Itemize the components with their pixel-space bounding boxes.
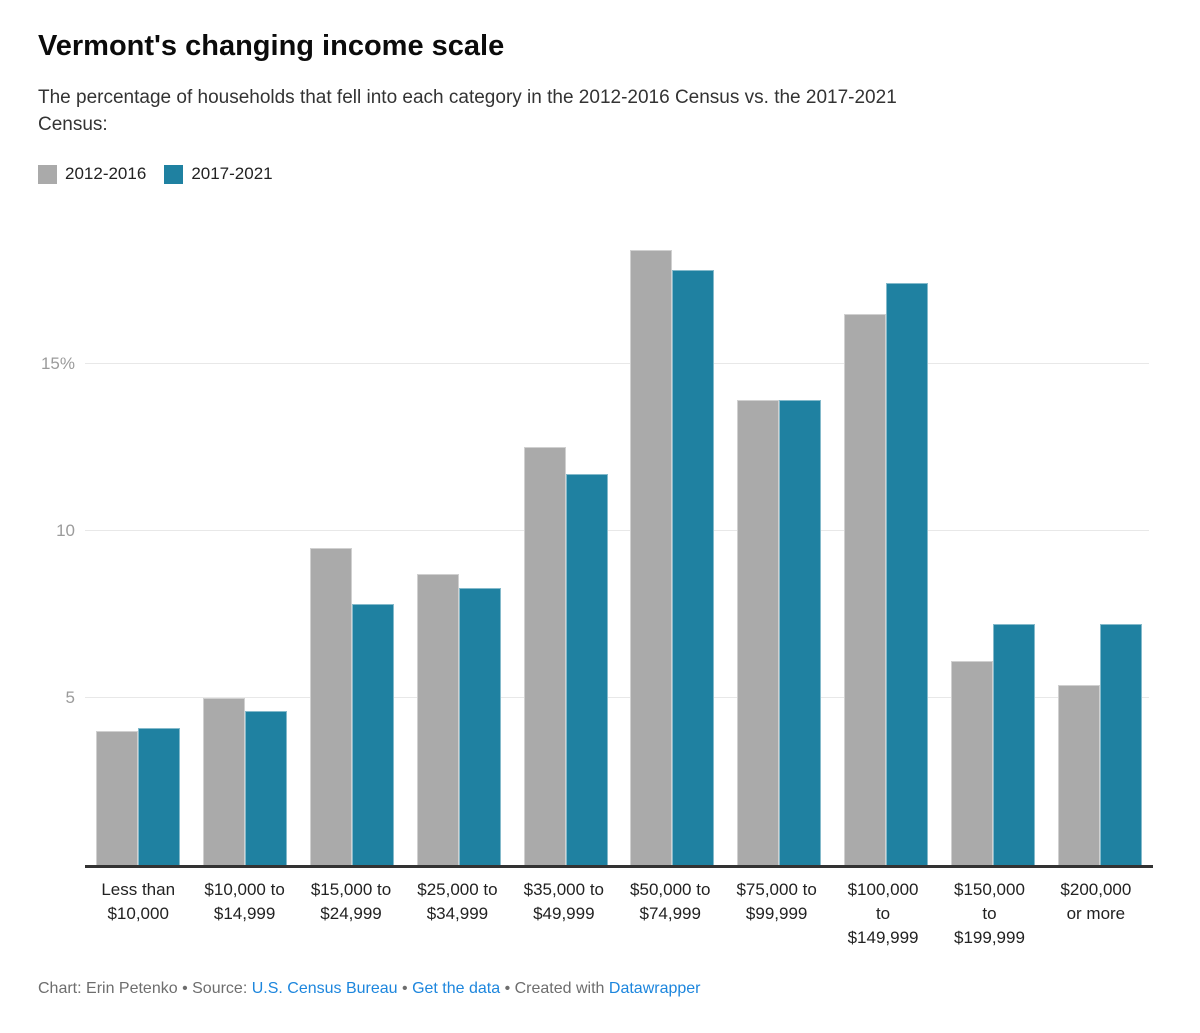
bar-2012-2016[interactable] [523, 447, 566, 865]
footer-byline: Chart: Erin Petenko • Source: [38, 980, 252, 997]
x-axis-label: $150,000 to $199,999 [954, 880, 1025, 947]
x-axis-labels: Less than $10,000 $10,000 to $14,999 $15,0… [85, 878, 1149, 950]
legend-label: 2012-2016 [65, 164, 147, 183]
legend-swatch-gray [38, 164, 57, 184]
bar-2017-2021[interactable] [458, 587, 501, 865]
source-link[interactable]: U.S. Census Bureau [251, 980, 398, 997]
bar-group-6 [726, 238, 833, 865]
bar-2012-2016[interactable] [630, 250, 673, 865]
bar-group-9 [1046, 238, 1153, 865]
bar-2012-2016[interactable] [203, 697, 246, 865]
x-axis-label: $75,000 to $99,999 [736, 880, 817, 923]
bar-2012-2016[interactable] [416, 574, 459, 865]
bar-2012-2016[interactable] [309, 547, 352, 865]
x-axis-label: $25,000 to $34,999 [417, 880, 498, 923]
legend-item-2017-2021: 2017-2021 [164, 164, 273, 184]
x-axis-label: $100,000 to $149,999 [847, 880, 919, 947]
y-axis-tick-label: 15% [40, 353, 75, 373]
footer-separator: • [397, 980, 413, 997]
bar-2017-2021[interactable] [885, 283, 928, 865]
bar-2017-2021[interactable] [565, 473, 608, 865]
bar-group-0 [85, 238, 192, 865]
x-axis-label: $10,000 to $14,999 [204, 880, 285, 923]
y-gridline-10 [85, 529, 1149, 531]
legend: 2012-2016 2017-2021 [38, 164, 1153, 184]
chart-subtitle: The percentage of households that fell i… [38, 87, 897, 135]
legend-item-2012-2016: 2012-2016 [38, 164, 146, 184]
bar-2017-2021[interactable] [245, 711, 288, 865]
bar-group-2 [299, 238, 406, 865]
bar-2017-2021[interactable] [138, 727, 181, 865]
y-gridline-5 [85, 696, 1149, 698]
bar-2017-2021[interactable] [672, 270, 715, 865]
bar-group-1 [192, 238, 299, 865]
bar-2017-2021[interactable] [351, 604, 394, 865]
bar-2012-2016[interactable] [737, 400, 780, 865]
datawrapper-link[interactable]: Datawrapper [608, 980, 701, 997]
legend-label: 2017-2021 [191, 164, 273, 183]
footer-attribution: Chart: Erin Petenko • Source: U.S. Censu… [38, 980, 1153, 998]
bar-2012-2016[interactable] [96, 731, 139, 865]
chart-card: Vermont's changing income scale The perc… [38, 30, 1153, 998]
y-axis-tick-label: 10 [56, 520, 75, 540]
bar-2017-2021[interactable] [992, 624, 1035, 865]
y-axis-tick-label: 5 [65, 687, 75, 707]
bar-2012-2016[interactable] [843, 313, 886, 865]
bar-group-7 [833, 238, 940, 865]
bar-group-3 [405, 238, 512, 865]
x-axis-label: $200,000 or more [1060, 880, 1132, 923]
bar-group-5 [619, 238, 726, 865]
x-axis-label: Less than $10,000 [101, 880, 176, 923]
bar-2017-2021[interactable] [779, 400, 822, 865]
page-title: Vermont's changing income scale [38, 30, 505, 62]
bar-group-4 [512, 238, 619, 865]
footer-created-with: • Created with [500, 980, 609, 997]
bar-2012-2016[interactable] [950, 661, 993, 865]
bar-group-8 [939, 238, 1046, 865]
legend-swatch-teal [164, 164, 184, 184]
plot-area: 5 10 15% [41, 238, 1153, 868]
bar-chart: 5 10 15% Less than $10,000 $10,000 to $14,9… [38, 238, 1153, 950]
get-the-data-link[interactable]: Get the data [412, 980, 501, 997]
x-axis-label: $15,000 to $24,999 [310, 880, 392, 923]
y-gridline-15 [85, 362, 1149, 364]
bar-2017-2021[interactable] [1099, 624, 1142, 865]
bar-2012-2016[interactable] [1057, 684, 1100, 865]
x-axis-label: $35,000 to $49,999 [523, 880, 604, 923]
x-axis-label: $50,000 to $74,999 [630, 880, 711, 923]
